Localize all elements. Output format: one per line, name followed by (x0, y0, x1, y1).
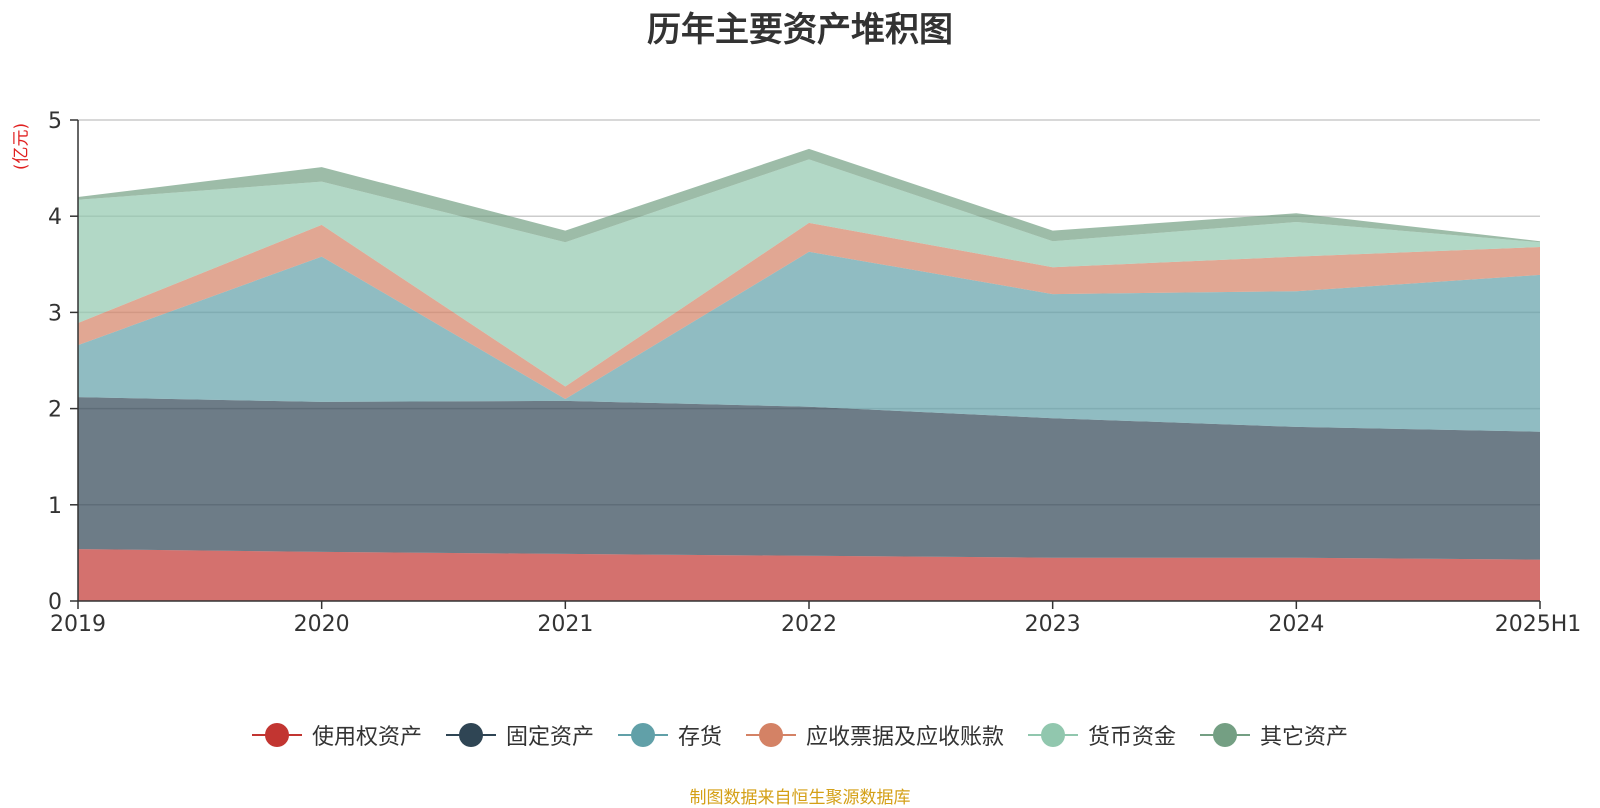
x-tick-label: 2023 (1025, 612, 1081, 637)
area-series-2 (78, 251, 1540, 432)
chart-plot: 0 1 2 3 4 5 2019 2020 2021 2022 2023 2024 2025H1 (48, 109, 1581, 637)
legend-label: 固定资产 (505, 725, 594, 750)
legend-marker-icon (1200, 722, 1251, 748)
legend-item-5[interactable]: 其它资产 (1200, 719, 1348, 751)
y-tick-label: 2 (48, 398, 62, 423)
x-tick-label: 2025H1 (1495, 612, 1582, 637)
legend-marker-dot (759, 723, 783, 747)
legend-marker-icon (1028, 722, 1079, 748)
legend-label: 其它资产 (1260, 725, 1349, 750)
x-tick-label: 2019 (50, 612, 106, 637)
legend-item-3[interactable]: 应收票据及应收账款 (746, 719, 1004, 751)
legend-label: 应收票据及应收账款 (806, 725, 1005, 750)
legend-marker-dot (1213, 723, 1238, 747)
legend-marker-icon (251, 722, 302, 748)
x-tick-label: 2020 (294, 612, 350, 637)
legend-marker-dot (630, 723, 655, 747)
legend-marker-dot (1041, 723, 1066, 747)
legend-marker-icon (617, 722, 668, 748)
source-note: 制图数据来自恒生聚源数据库 (689, 788, 911, 808)
y-tick-label: 1 (48, 494, 62, 519)
legend-label: 存货 (677, 725, 722, 750)
legend-item-1[interactable]: 固定资产 (445, 719, 594, 751)
legend-marker-icon (445, 722, 496, 748)
y-tick-label: 3 (48, 301, 62, 326)
chart-title: 历年主要资产堆积图 (647, 10, 953, 50)
legend-label: 使用权资产 (311, 725, 422, 750)
legend-marker-dot (264, 723, 289, 747)
area-layer (78, 148, 1540, 601)
area-series-0 (78, 549, 1540, 601)
area-series-4 (78, 159, 1540, 387)
legend: 使用权资产 固定资产 存货 应收票据及应收账款 货币资金 其它资产 (0, 719, 1600, 751)
y-tick-label: 0 (48, 590, 62, 615)
legend-item-0[interactable]: 使用权资产 (251, 719, 422, 751)
legend-item-4[interactable]: 货币资金 (1028, 719, 1176, 751)
area-series-3 (78, 222, 1540, 399)
x-tick-label: 2024 (1268, 612, 1324, 637)
legend-marker-icon (746, 722, 796, 748)
area-series-1 (78, 397, 1540, 560)
legend-label: 货币资金 (1088, 725, 1177, 750)
y-tick-label: 4 (48, 205, 62, 230)
legend-item-2[interactable]: 存货 (617, 719, 722, 751)
legend-marker-dot (458, 723, 483, 747)
x-tick-label: 2021 (537, 612, 593, 637)
axis-layer: 0 1 2 3 4 5 2019 2020 2021 2022 2023 2024 2025H1 (48, 109, 1581, 637)
y-tick-label: 5 (48, 109, 62, 134)
x-tick-label: 2022 (781, 612, 837, 637)
